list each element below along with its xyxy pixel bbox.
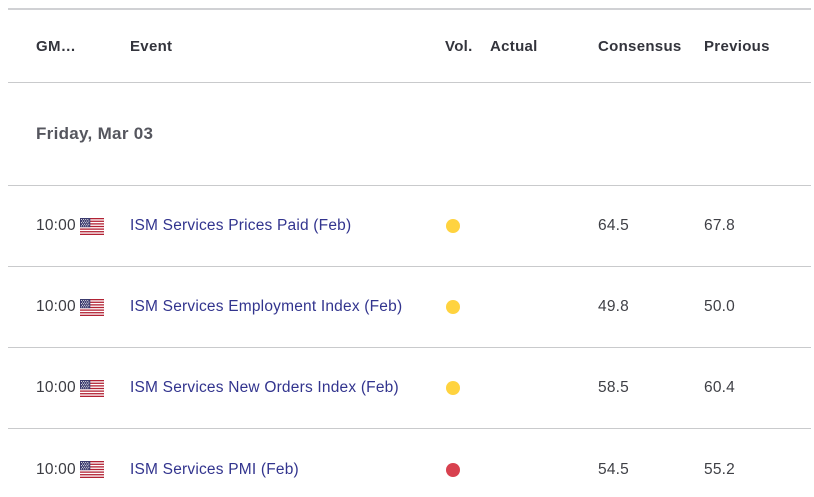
consensus-value: 49.8 (598, 298, 629, 315)
table-row[interactable]: 10:00 ISM Services New Orders (8, 348, 811, 429)
previous-value: 55.2 (704, 460, 735, 478)
us-flag-icon (80, 298, 104, 316)
flag-cell (80, 217, 130, 235)
volatility-dot (446, 300, 460, 314)
us-flag-icon (80, 217, 104, 235)
column-header-event[interactable]: Event (130, 37, 173, 55)
us-flag-icon (80, 379, 104, 397)
table-row[interactable]: 10:00 ISM Services Prices Paid (8, 186, 811, 267)
event-link[interactable]: ISM Services Prices Paid (Feb) (130, 217, 352, 234)
previous-value: 67.8 (704, 217, 735, 234)
event-link[interactable]: ISM Services Employment Index (Feb) (130, 298, 403, 315)
volatility-dot (446, 381, 460, 395)
flag-cell (80, 379, 130, 397)
date-group-row: Friday, Mar 03 (8, 83, 811, 186)
event-time: 10:00 (36, 217, 76, 234)
table-row[interactable]: 10:00 ISM Services Employment (8, 267, 811, 348)
table-row[interactable]: 10:00 ISM Services PMI (Feb) (8, 429, 811, 497)
volatility-dot (446, 462, 460, 477)
event-link[interactable]: ISM Services PMI (Feb) (130, 460, 299, 478)
column-header-vol[interactable]: Vol. (445, 37, 473, 55)
column-header-gmt[interactable]: GM… (36, 37, 77, 55)
column-header-consensus[interactable]: Consensus (598, 37, 682, 55)
table-header-row: GM… Event Vol. Actual Consensus Previous (8, 10, 811, 83)
previous-value: 60.4 (704, 379, 735, 396)
event-time: 10:00 (36, 460, 76, 478)
flag-cell (80, 461, 130, 478)
consensus-value: 58.5 (598, 379, 629, 396)
event-time: 10:00 (36, 298, 76, 315)
column-header-actual[interactable]: Actual (490, 37, 538, 55)
consensus-value: 54.5 (598, 460, 629, 478)
date-group-label: Friday, Mar 03 (36, 124, 154, 143)
event-time: 10:00 (36, 379, 76, 396)
previous-value: 50.0 (704, 298, 735, 315)
volatility-dot (446, 219, 460, 233)
column-header-previous[interactable]: Previous (704, 37, 770, 55)
economic-calendar-table: GM… Event Vol. Actual Consensus Previous… (8, 8, 811, 497)
us-flag-icon (80, 461, 104, 478)
event-link[interactable]: ISM Services New Orders Index (Feb) (130, 379, 399, 396)
flag-cell (80, 298, 130, 316)
consensus-value: 64.5 (598, 217, 629, 234)
